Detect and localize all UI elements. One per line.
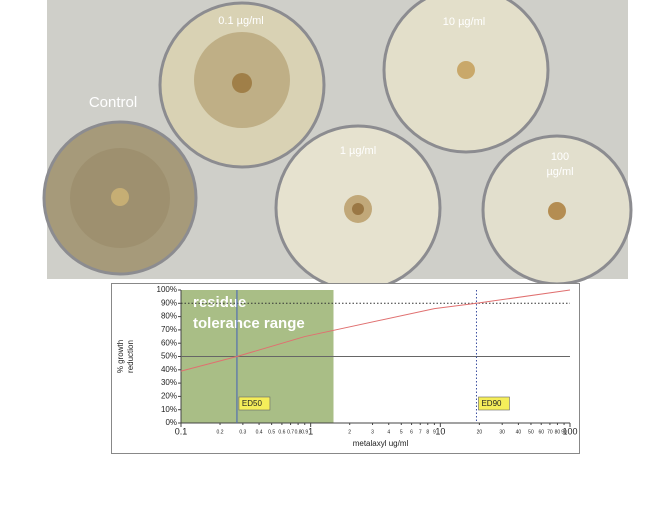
photo: Control 0.1 µg/ml 10 µg/ml 1 µg/ml 100 µ… <box>42 0 633 292</box>
photo-label: Control <box>89 94 137 111</box>
y-tick-label: 90% <box>161 298 177 307</box>
x-tick-label: 0.4 <box>256 429 263 435</box>
ed50-label: ED50 <box>242 399 263 408</box>
y-tick-label: 20% <box>161 392 177 401</box>
x-tick-label: 0.9 <box>301 429 308 435</box>
ed90-label-box <box>478 396 510 411</box>
x-tick-label: 10 <box>435 426 445 436</box>
x-tick-label: 3 <box>371 429 374 435</box>
plug <box>232 73 252 93</box>
x-tick-label: 0.1 <box>175 426 188 436</box>
y-tick-label: 0% <box>165 418 177 427</box>
x-tick-label: 80 <box>555 429 561 435</box>
line <box>180 289 571 372</box>
x-tick-label: 1 <box>308 426 313 436</box>
y-tick-label: 10% <box>161 405 177 414</box>
x-tick-label: 9 <box>433 429 436 435</box>
plug <box>548 202 566 220</box>
x-axis-label: metalaxyl ug/ml <box>353 439 409 448</box>
chart: residue tolerance range 0% 10% 20% 30% 40% 50% 6… <box>116 285 577 448</box>
plug <box>352 203 364 215</box>
x-tick-label: 20 <box>477 429 483 435</box>
y-tick-label: 50% <box>161 352 177 361</box>
x-tick-label: 60 <box>538 429 544 435</box>
y-tick-label: 100% <box>157 285 177 294</box>
x-tick-label: 0.7 <box>287 429 294 435</box>
photo-label: 10 µg/ml <box>443 16 485 28</box>
x-tick-label: 8 <box>426 429 429 435</box>
y-axis-label: reduction <box>126 340 135 373</box>
y-tick-label: 30% <box>161 378 177 387</box>
photo-label: 0.1 µg/ml <box>218 15 263 27</box>
y-axis-label: % growth <box>116 340 125 373</box>
photo-label: 1 µg/ml <box>340 145 376 157</box>
x-tick-label: 2 <box>348 429 351 435</box>
plug <box>457 61 475 79</box>
y-tick-label: 40% <box>161 365 177 374</box>
x-tick-label: 90 <box>561 429 567 435</box>
y-tick-label: 70% <box>161 325 177 334</box>
x-tick-label: 0.8 <box>295 429 302 435</box>
x-tick-label: 0.2 <box>217 429 224 435</box>
ed50-label-box <box>238 396 271 411</box>
x-tick-label: 30 <box>499 429 505 435</box>
tolerance-label: residue <box>193 294 246 311</box>
x-tick-label: 0.5 <box>268 429 275 435</box>
x-tick-label: 5 <box>400 429 403 435</box>
x-tick-label: 6 <box>410 429 413 435</box>
x-tick-label: 70 <box>547 429 553 435</box>
x-tick-label: 0.6 <box>278 429 285 435</box>
x-tick-label: 100 <box>562 426 577 436</box>
x-tick-label: 40 <box>516 429 522 435</box>
y-tick-label: 60% <box>161 338 177 347</box>
ed90-label: ED90 <box>481 399 502 408</box>
y-tick-label: 80% <box>161 312 177 321</box>
plug <box>111 188 129 206</box>
tolerance-label: tolerance range <box>193 315 305 332</box>
photo-label: 100 <box>551 151 569 163</box>
x-tick-label: 50 <box>528 429 534 435</box>
x-tick-label: 7 <box>419 429 422 435</box>
x-tick-label: 0.3 <box>239 429 246 435</box>
photo-label: µg/ml <box>546 166 573 178</box>
x-tick-label: 4 <box>387 429 390 435</box>
